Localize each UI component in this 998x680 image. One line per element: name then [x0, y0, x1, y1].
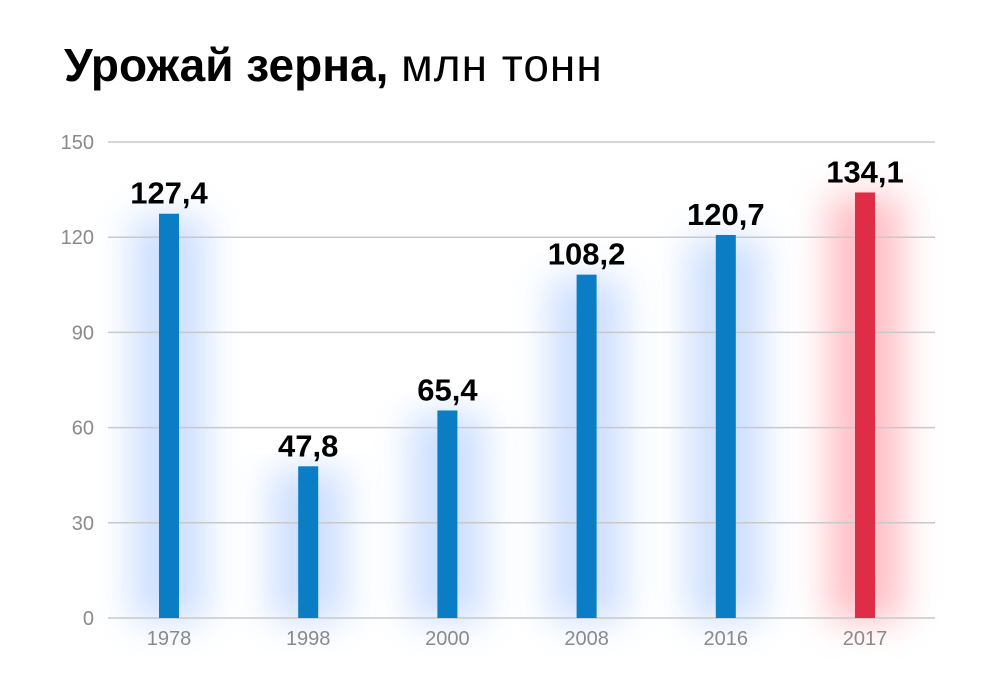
- data-label: 65,4: [417, 372, 478, 407]
- grid-layer: [108, 141, 935, 619]
- data-label: 134,1: [826, 154, 904, 189]
- x-tick-label: 2000: [425, 628, 470, 650]
- glow-layer: [132, 195, 902, 621]
- label-layer: 0 30 60 90 120 150 127,4 1978 47,8 1998 65,4 2000 10…: [61, 132, 904, 650]
- bar: [855, 192, 875, 618]
- x-tick-label: 1978: [147, 628, 192, 650]
- y-tick-label: 0: [83, 608, 94, 630]
- bar: [576, 274, 597, 618]
- data-label: 47,8: [278, 428, 338, 463]
- x-tick-label: 1998: [286, 628, 331, 650]
- data-label: 108,2: [548, 237, 626, 272]
- x-tick-label: 2017: [843, 628, 888, 650]
- y-tick-label: 60: [72, 418, 94, 440]
- bar-layer: [159, 192, 875, 618]
- x-tick-label: 2016: [704, 628, 749, 650]
- bar: [715, 234, 736, 618]
- bar: [298, 466, 319, 618]
- bar: [437, 410, 458, 618]
- chart-title: Урожай зерна, млн тонн: [64, 42, 603, 88]
- chart-title-unit: млн тонн: [401, 39, 603, 91]
- x-tick-label: 2008: [564, 628, 609, 650]
- chart-title-main: Урожай зерна,: [64, 39, 389, 91]
- data-label: 127,4: [130, 176, 208, 211]
- y-tick-label: 120: [61, 227, 94, 249]
- bar: [159, 213, 179, 618]
- y-tick-label: 30: [72, 513, 94, 535]
- y-tick-label: 90: [72, 322, 94, 344]
- data-label: 120,7: [687, 197, 765, 232]
- y-tick-label: 150: [61, 132, 94, 154]
